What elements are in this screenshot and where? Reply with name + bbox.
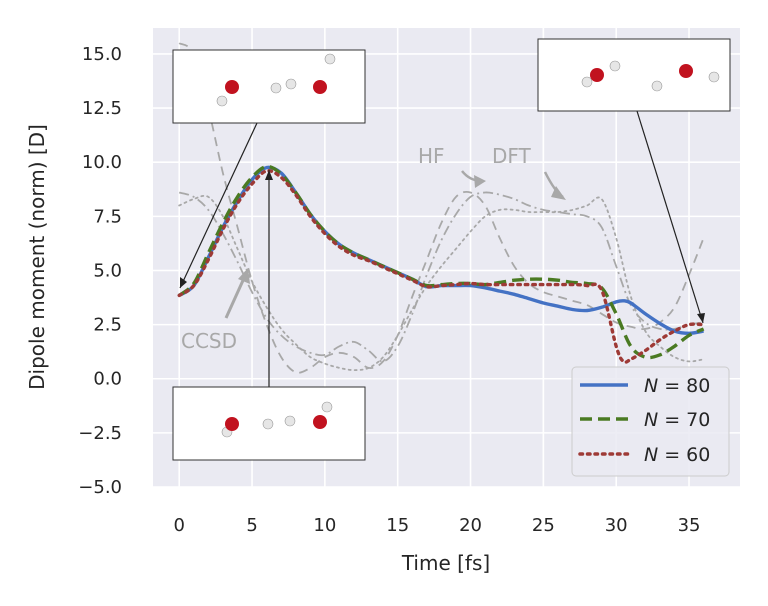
legend-label-n80: N = 80 [644, 375, 710, 397]
inset-pointer-2-head [265, 170, 273, 180]
x-tick-label: 30 [605, 515, 628, 536]
series-line-n-70 [178, 164, 705, 360]
x-axis-label: Time [fs] [401, 551, 490, 575]
ccsd-arrow [224, 275, 247, 319]
inset-pointer-1 [179, 122, 258, 289]
y-tick-label: 5.0 [93, 260, 122, 281]
y-tick-label: 0.0 [93, 369, 122, 390]
hydrogen-atom [324, 53, 336, 65]
hydrogen-atom [581, 76, 593, 88]
y-axis-ticks: −5.0 −2.5 0.0 2.5 5.0 7.5 10.0 12.5 15.0 [78, 44, 122, 498]
x-tick-label: 20 [459, 515, 482, 536]
hydrogen-atom [708, 71, 720, 83]
oxygen-atom [225, 80, 239, 94]
molecule-inset-bottom-left [172, 386, 366, 461]
series-line-hf [178, 42, 705, 374]
y-tick-label: −5.0 [78, 477, 122, 498]
inset-pointer-3-head [697, 313, 705, 323]
ccsd-arrowhead [238, 268, 250, 284]
y-tick-label: −2.5 [78, 423, 122, 444]
legend-label-n70: N = 70 [644, 409, 710, 431]
series-line-dft [178, 191, 704, 363]
oxygen-atom [313, 80, 327, 94]
hf-arrowhead [474, 175, 486, 188]
x-tick-label: 15 [386, 515, 409, 536]
series-line-ccsd [178, 194, 705, 372]
oxygen-atom [679, 64, 693, 78]
dft-arrowhead [551, 186, 566, 200]
y-axis-label: Dipole moment (norm) [D] [25, 124, 49, 390]
hydrogen-atom [216, 95, 228, 107]
x-axis-ticks: 0 5 10 15 20 25 30 35 [173, 515, 700, 536]
x-tick-label: 35 [678, 515, 701, 536]
y-tick-label: 7.5 [93, 206, 122, 227]
annotation-ccsd: CCSD [181, 329, 237, 353]
y-tick-label: 15.0 [82, 44, 122, 65]
hydrogen-atom [262, 418, 274, 430]
molecule-inset-top-right [537, 38, 731, 112]
annotation-hf: HF [418, 144, 445, 168]
oxygen-atom [590, 68, 604, 82]
molecule-inset-top-left [172, 49, 366, 124]
method-annotations: HF DFT CCSD [181, 144, 566, 353]
oxygen-atom [225, 417, 239, 431]
hydrogen-atom [284, 415, 296, 427]
series-group [177, 42, 706, 374]
hydrogen-atom [651, 80, 663, 92]
molecule-insets [172, 38, 731, 461]
inset-pointer-1-head [180, 277, 187, 288]
y-tick-label: 10.0 [82, 152, 122, 173]
hydrogen-atom [285, 78, 297, 90]
x-tick-label: 10 [313, 515, 336, 536]
annotation-dft: DFT [492, 144, 532, 168]
y-tick-label: 2.5 [93, 315, 122, 336]
hydrogen-atom [270, 82, 282, 94]
x-tick-label: 0 [173, 515, 184, 536]
x-tick-label: 25 [532, 515, 555, 536]
inset-pointer-3 [636, 110, 704, 324]
x-tick-label: 5 [246, 515, 257, 536]
legend: N = 80 N = 70 N = 60 [571, 366, 730, 477]
hydrogen-atom [321, 401, 333, 413]
legend-label-n60: N = 60 [644, 444, 710, 466]
legend-box [571, 366, 730, 477]
hydrogen-atom [609, 60, 621, 72]
series-line-n-60 [177, 169, 706, 364]
y-tick-label: 12.5 [82, 98, 122, 119]
oxygen-atom [313, 415, 327, 429]
